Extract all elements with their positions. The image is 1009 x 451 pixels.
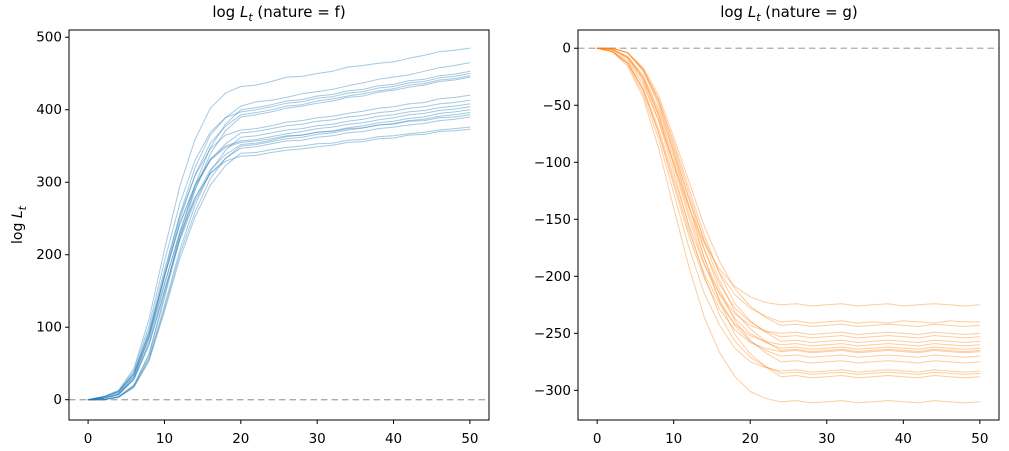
series-line xyxy=(87,114,471,401)
right-plot-title: log Lt (nature = g) xyxy=(720,3,858,24)
x-tick-label: 50 xyxy=(971,431,988,447)
x-tick-label: 0 xyxy=(593,431,602,447)
series-line xyxy=(87,128,471,401)
left-title-variable: L xyxy=(239,3,249,21)
y-tick-label: −50 xyxy=(543,98,572,114)
y-tick-label: 0 xyxy=(562,41,571,57)
ylabel-subscript: t xyxy=(15,206,29,211)
y-tick-label: −100 xyxy=(534,155,571,171)
x-tick-label: 50 xyxy=(461,431,478,447)
x-tick-label: 0 xyxy=(84,431,93,447)
series-line xyxy=(87,94,471,401)
x-tick-label: 10 xyxy=(665,431,682,447)
series-line xyxy=(87,62,471,401)
series-line xyxy=(596,47,981,375)
series-line xyxy=(596,47,981,347)
series-line xyxy=(596,47,981,379)
left-title-rest: (nature = f) xyxy=(252,3,346,21)
y-tick-label: 0 xyxy=(53,392,62,408)
y-tick-label: −300 xyxy=(534,383,571,399)
series-line xyxy=(87,47,471,401)
right-title-subscript: t xyxy=(756,11,761,24)
series-line xyxy=(87,73,471,401)
right-title-prefix: log xyxy=(720,3,748,21)
x-tick-label: 40 xyxy=(385,431,402,447)
x-tick-label: 30 xyxy=(309,431,326,447)
y-tick-label: 400 xyxy=(36,102,62,118)
series-line xyxy=(87,126,471,401)
y-tick-label: 200 xyxy=(36,247,62,263)
series-line xyxy=(87,99,471,401)
y-tick-label: 300 xyxy=(36,175,62,191)
left-plot-title: log Lt (nature = f) xyxy=(212,3,346,24)
series-line xyxy=(87,112,471,401)
x-tick-label: 10 xyxy=(156,431,173,447)
series-line xyxy=(596,47,981,339)
x-tick-label: 20 xyxy=(742,431,759,447)
series-line xyxy=(596,47,981,324)
series-line xyxy=(596,47,981,354)
y-tick-label: −250 xyxy=(534,326,571,342)
right-title-rest: (nature = g) xyxy=(760,3,858,21)
right-title-variable: L xyxy=(747,3,757,21)
y-tick-label: 500 xyxy=(36,30,62,46)
series-line xyxy=(596,47,981,358)
series-line xyxy=(87,116,471,401)
series-line xyxy=(87,75,471,401)
ylabel-variable: L xyxy=(10,210,26,219)
x-tick-label: 20 xyxy=(232,431,249,447)
x-tick-label: 30 xyxy=(818,431,835,447)
plot-frame xyxy=(68,29,490,421)
series-line xyxy=(596,47,981,350)
series-line xyxy=(87,106,471,401)
series-line xyxy=(596,47,981,307)
series-line xyxy=(87,109,471,401)
series-line xyxy=(596,47,981,343)
left-title-prefix: log xyxy=(212,3,240,21)
series-line xyxy=(596,47,981,327)
series-line xyxy=(87,76,471,401)
plot-frame xyxy=(577,29,1000,421)
series-line xyxy=(596,47,981,404)
series-line xyxy=(596,47,981,335)
y-axis-label: log Lt xyxy=(10,206,29,244)
left-title-subscript: t xyxy=(248,11,253,24)
series-line xyxy=(596,47,981,353)
y-tick-label: −150 xyxy=(534,212,571,228)
y-tick-label: −200 xyxy=(534,269,571,285)
series-line xyxy=(596,47,981,364)
ylabel-prefix: log xyxy=(10,218,26,244)
x-tick-label: 40 xyxy=(895,431,912,447)
series-line xyxy=(596,47,981,373)
series-line xyxy=(87,103,471,401)
series-line xyxy=(87,70,471,401)
y-tick-label: 100 xyxy=(36,320,62,336)
